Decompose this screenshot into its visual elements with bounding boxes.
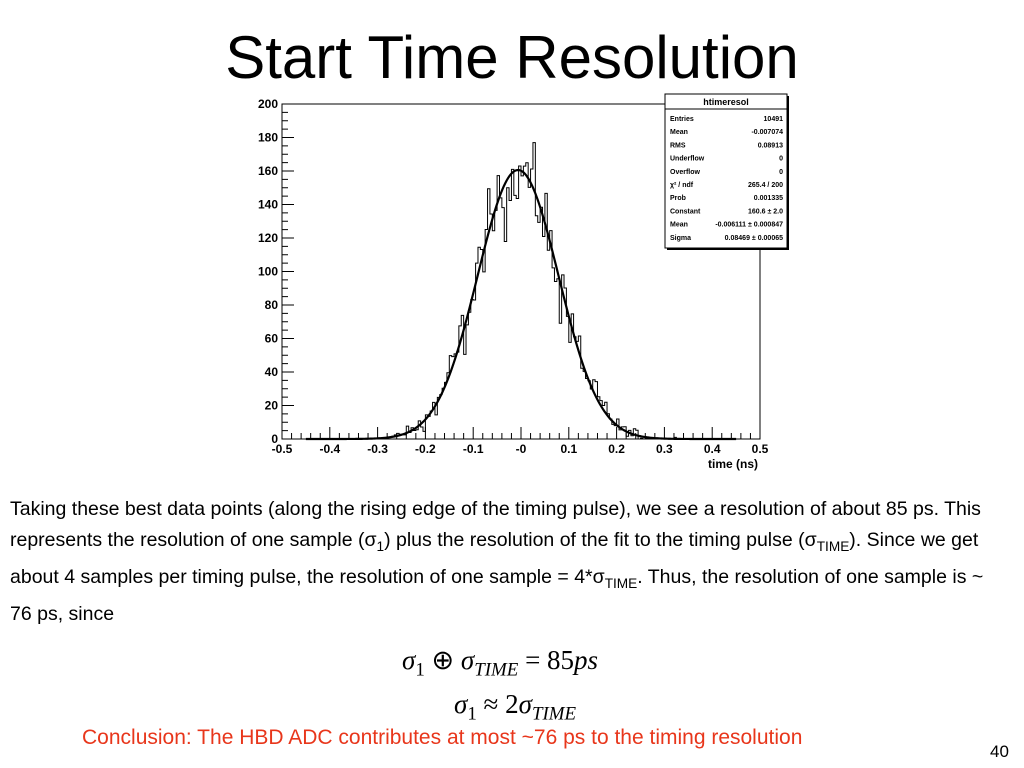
stats-row-value: 265.4 / 200 (748, 182, 783, 189)
x-tick-label: -0.5 (272, 442, 293, 456)
eq2-sub-time: TIME (531, 703, 577, 725)
eq1-sub-time: TIME (474, 659, 519, 681)
sigma-1-symbol: σ (364, 529, 377, 551)
stats-row-label: Entries (670, 116, 694, 123)
page-number: 40 (990, 742, 1009, 761)
histogram-chart: 0 20 40 60 80 100 120 140 160 180 200 -0.5 -0.4 -0.3 -… (258, 93, 789, 471)
y-tick-label: 40 (265, 365, 279, 379)
stats-row-label: Constant (670, 208, 701, 215)
eq1-value: 85 (547, 645, 575, 675)
stats-box: htimeresol Entries 10491 Mean -0.007074 RMS 0.… (664, 93, 789, 250)
sigma-time-subscript: TIME (816, 538, 850, 554)
y-tick-label: 180 (258, 131, 278, 145)
stats-box-frame (664, 93, 788, 249)
stats-row-label: Underflow (670, 156, 705, 163)
x-tick-label: 0.4 (704, 442, 721, 456)
stats-row-label: Overflow (670, 169, 701, 176)
y-tick-label: 60 (265, 332, 279, 346)
stats-row-value: 0.001335 (754, 195, 783, 202)
text-part-1: Taking these best data points (along the… (10, 498, 981, 551)
sigma-time-subscript-2: TIME (604, 575, 638, 591)
stats-row-value: 0 (779, 156, 783, 163)
text-part-4: . Thus, the resolution of one sample is … (10, 565, 984, 625)
explanation-paragraph: Taking these best data points (along the… (10, 494, 1010, 630)
gaussian-fit (305, 168, 737, 441)
eq2-sub-1: 1 (467, 703, 477, 725)
equation-approximation: σ1 ≈ 2σTIME (454, 689, 576, 725)
stats-row-label: Mean (670, 222, 688, 229)
stats-row-label: Sigma (670, 235, 691, 242)
sigma-time-symbol-2: σ (592, 565, 605, 588)
eq1-sub-1: 1 (415, 659, 425, 681)
stats-row-value: 0.08913 (758, 142, 783, 149)
y-tick-label: 200 (258, 97, 278, 111)
y-tick-label: 80 (265, 298, 279, 312)
eq1-oplus: ⊕ (431, 645, 455, 675)
fit-curve (305, 168, 737, 441)
x-tick-label: -0.1 (463, 442, 484, 456)
x-tick-label: 0.1 (560, 442, 577, 456)
stats-row-value: -0.007074 (751, 129, 783, 136)
eq1-unit: ps (574, 645, 599, 675)
sigma-1-subscript: 1 (376, 538, 385, 554)
y-tick-label: 20 (265, 399, 279, 413)
stats-row-value: 0.08469 ± 0.00065 (725, 235, 783, 242)
sigma-time-symbol: σ (804, 529, 817, 551)
x-axis-label: time (ns) (708, 457, 758, 471)
text-part-3: ). Since we get about 4 samples per timi… (10, 529, 979, 588)
stats-row-label: χ² / ndf (670, 182, 694, 189)
stats-row-value: 10491 (764, 116, 784, 123)
eq1-equals: = (525, 645, 541, 675)
eq2-sigma: σ (454, 689, 468, 719)
equation-quadrature-sum: σ1 ⊕ σTIME = 85ps (402, 645, 598, 681)
x-tick-label: -0.3 (367, 442, 388, 456)
x-tick-label: -0.2 (415, 442, 436, 456)
y-tick-label: 140 (258, 198, 278, 212)
y-tick-label: 120 (258, 231, 278, 245)
x-tick-label: -0.4 (319, 442, 340, 456)
eq2-sigma-2: σ (518, 689, 532, 719)
y-tick-label: 100 (258, 265, 278, 279)
stats-row-label: Prob (670, 195, 686, 202)
eq2-approx: ≈ (483, 689, 499, 719)
x-tick-label: 0.2 (608, 442, 625, 456)
eq2-factor: 2 (505, 689, 519, 719)
conclusion-text: Conclusion: The HBD ADC contributes at m… (82, 726, 803, 749)
x-tick-label: 0.3 (656, 442, 673, 456)
y-tick-label: 160 (258, 164, 278, 178)
eq1-sigma: σ (402, 645, 416, 675)
x-tick-label: -0 (516, 442, 527, 456)
stats-row-value: 0 (779, 169, 783, 176)
stats-box-title: htimeresol (703, 97, 749, 107)
slide-title: Start Time Resolution (225, 24, 799, 91)
axes: 0 20 40 60 80 100 120 140 160 180 200 -0.5 -0.4 -0.3 -… (258, 97, 769, 456)
eq1-sigma-2: σ (460, 645, 475, 675)
text-part-2: ) plus the resolution of the fit to the … (384, 529, 805, 551)
y-tick-label: 0 (271, 432, 278, 446)
stats-row-label: RMS (670, 142, 686, 149)
x-tick-label: 0.5 (752, 442, 769, 456)
stats-row-label: Mean (670, 129, 688, 136)
stats-row-value: 160.6 ± 2.0 (748, 208, 783, 215)
stats-row-value: -0.006111 ± 0.000847 (715, 222, 783, 229)
